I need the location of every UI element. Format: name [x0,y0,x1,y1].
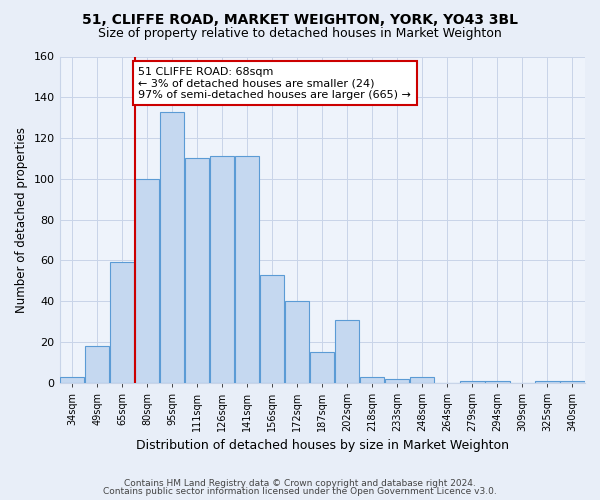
Bar [210,156,235,383]
Bar [260,274,284,383]
Text: 51 CLIFFE ROAD: 68sqm
← 3% of detached houses are smaller (24)
97% of semi-detac: 51 CLIFFE ROAD: 68sqm ← 3% of detached h… [139,66,411,100]
Bar [110,262,134,383]
Bar [535,380,560,383]
Bar [85,346,109,383]
Text: Contains public sector information licensed under the Open Government Licence v3: Contains public sector information licen… [103,487,497,496]
Bar [135,179,159,383]
Bar [60,376,84,383]
Bar [335,320,359,383]
Text: Contains HM Land Registry data © Crown copyright and database right 2024.: Contains HM Land Registry data © Crown c… [124,478,476,488]
Bar [385,378,409,383]
Text: Size of property relative to detached houses in Market Weighton: Size of property relative to detached ho… [98,28,502,40]
Bar [460,380,485,383]
Bar [410,376,434,383]
Bar [485,380,509,383]
Y-axis label: Number of detached properties: Number of detached properties [15,126,28,312]
Bar [185,158,209,383]
Bar [310,352,334,383]
Text: 51, CLIFFE ROAD, MARKET WEIGHTON, YORK, YO43 3BL: 51, CLIFFE ROAD, MARKET WEIGHTON, YORK, … [82,12,518,26]
Bar [285,301,310,383]
Bar [560,380,584,383]
Bar [360,376,385,383]
X-axis label: Distribution of detached houses by size in Market Weighton: Distribution of detached houses by size … [136,440,509,452]
Bar [160,112,184,383]
Bar [235,156,259,383]
